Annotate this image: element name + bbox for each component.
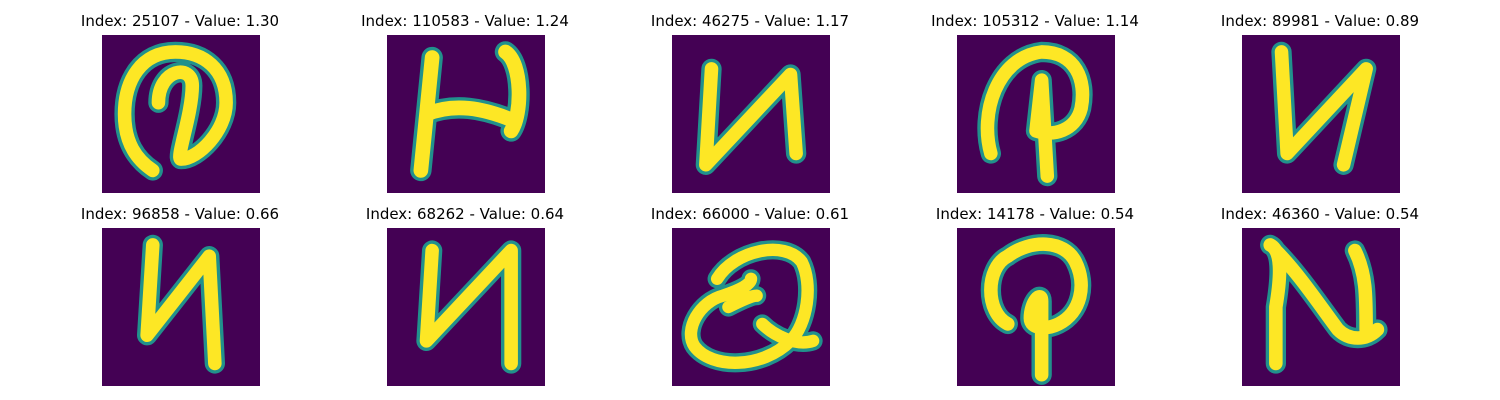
handwritten-glyph-image	[387, 228, 545, 386]
panel-title: Index: 89981 - Value: 0.89	[1220, 12, 1420, 30]
handwritten-glyph-image	[102, 228, 260, 386]
panel-title: Index: 105312 - Value: 1.14	[931, 12, 1139, 30]
handwritten-glyph-image	[1242, 35, 1400, 193]
panel-title: Index: 46360 - Value: 0.54	[1220, 205, 1420, 223]
panel-3: Index: 46275 - Value: 1.17	[650, 12, 850, 193]
handwritten-glyph-image	[387, 35, 545, 193]
panel-6: Index: 96858 - Value: 0.66	[80, 205, 280, 386]
panel-8: Index: 66000 - Value: 0.61	[650, 205, 850, 386]
panel-title: Index: 96858 - Value: 0.66	[80, 205, 280, 223]
panel-1: Index: 25107 - Value: 1.30	[80, 12, 280, 193]
panel-title: Index: 110583 - Value: 1.24	[361, 12, 569, 30]
panel-title: Index: 46275 - Value: 1.17	[650, 12, 850, 30]
handwritten-glyph-image	[1242, 228, 1400, 386]
panel-10: Index: 46360 - Value: 0.54	[1220, 205, 1420, 386]
panel-2: Index: 110583 - Value: 1.24	[361, 12, 569, 193]
handwritten-glyph-image	[957, 228, 1115, 386]
panel-9: Index: 14178 - Value: 0.54	[935, 205, 1135, 386]
panel-title: Index: 68262 - Value: 0.64	[365, 205, 565, 223]
panel-title: Index: 25107 - Value: 1.30	[80, 12, 280, 30]
panel-title: Index: 66000 - Value: 0.61	[650, 205, 850, 223]
handwritten-glyph-image	[672, 228, 830, 386]
panel-5: Index: 89981 - Value: 0.89	[1220, 12, 1420, 193]
panel-title: Index: 14178 - Value: 0.54	[935, 205, 1135, 223]
panel-7: Index: 68262 - Value: 0.64	[365, 205, 565, 386]
panel-4: Index: 105312 - Value: 1.14	[931, 12, 1139, 193]
handwritten-glyph-image	[672, 35, 830, 193]
handwritten-glyph-image	[957, 35, 1115, 193]
handwritten-glyph-image	[102, 35, 260, 193]
